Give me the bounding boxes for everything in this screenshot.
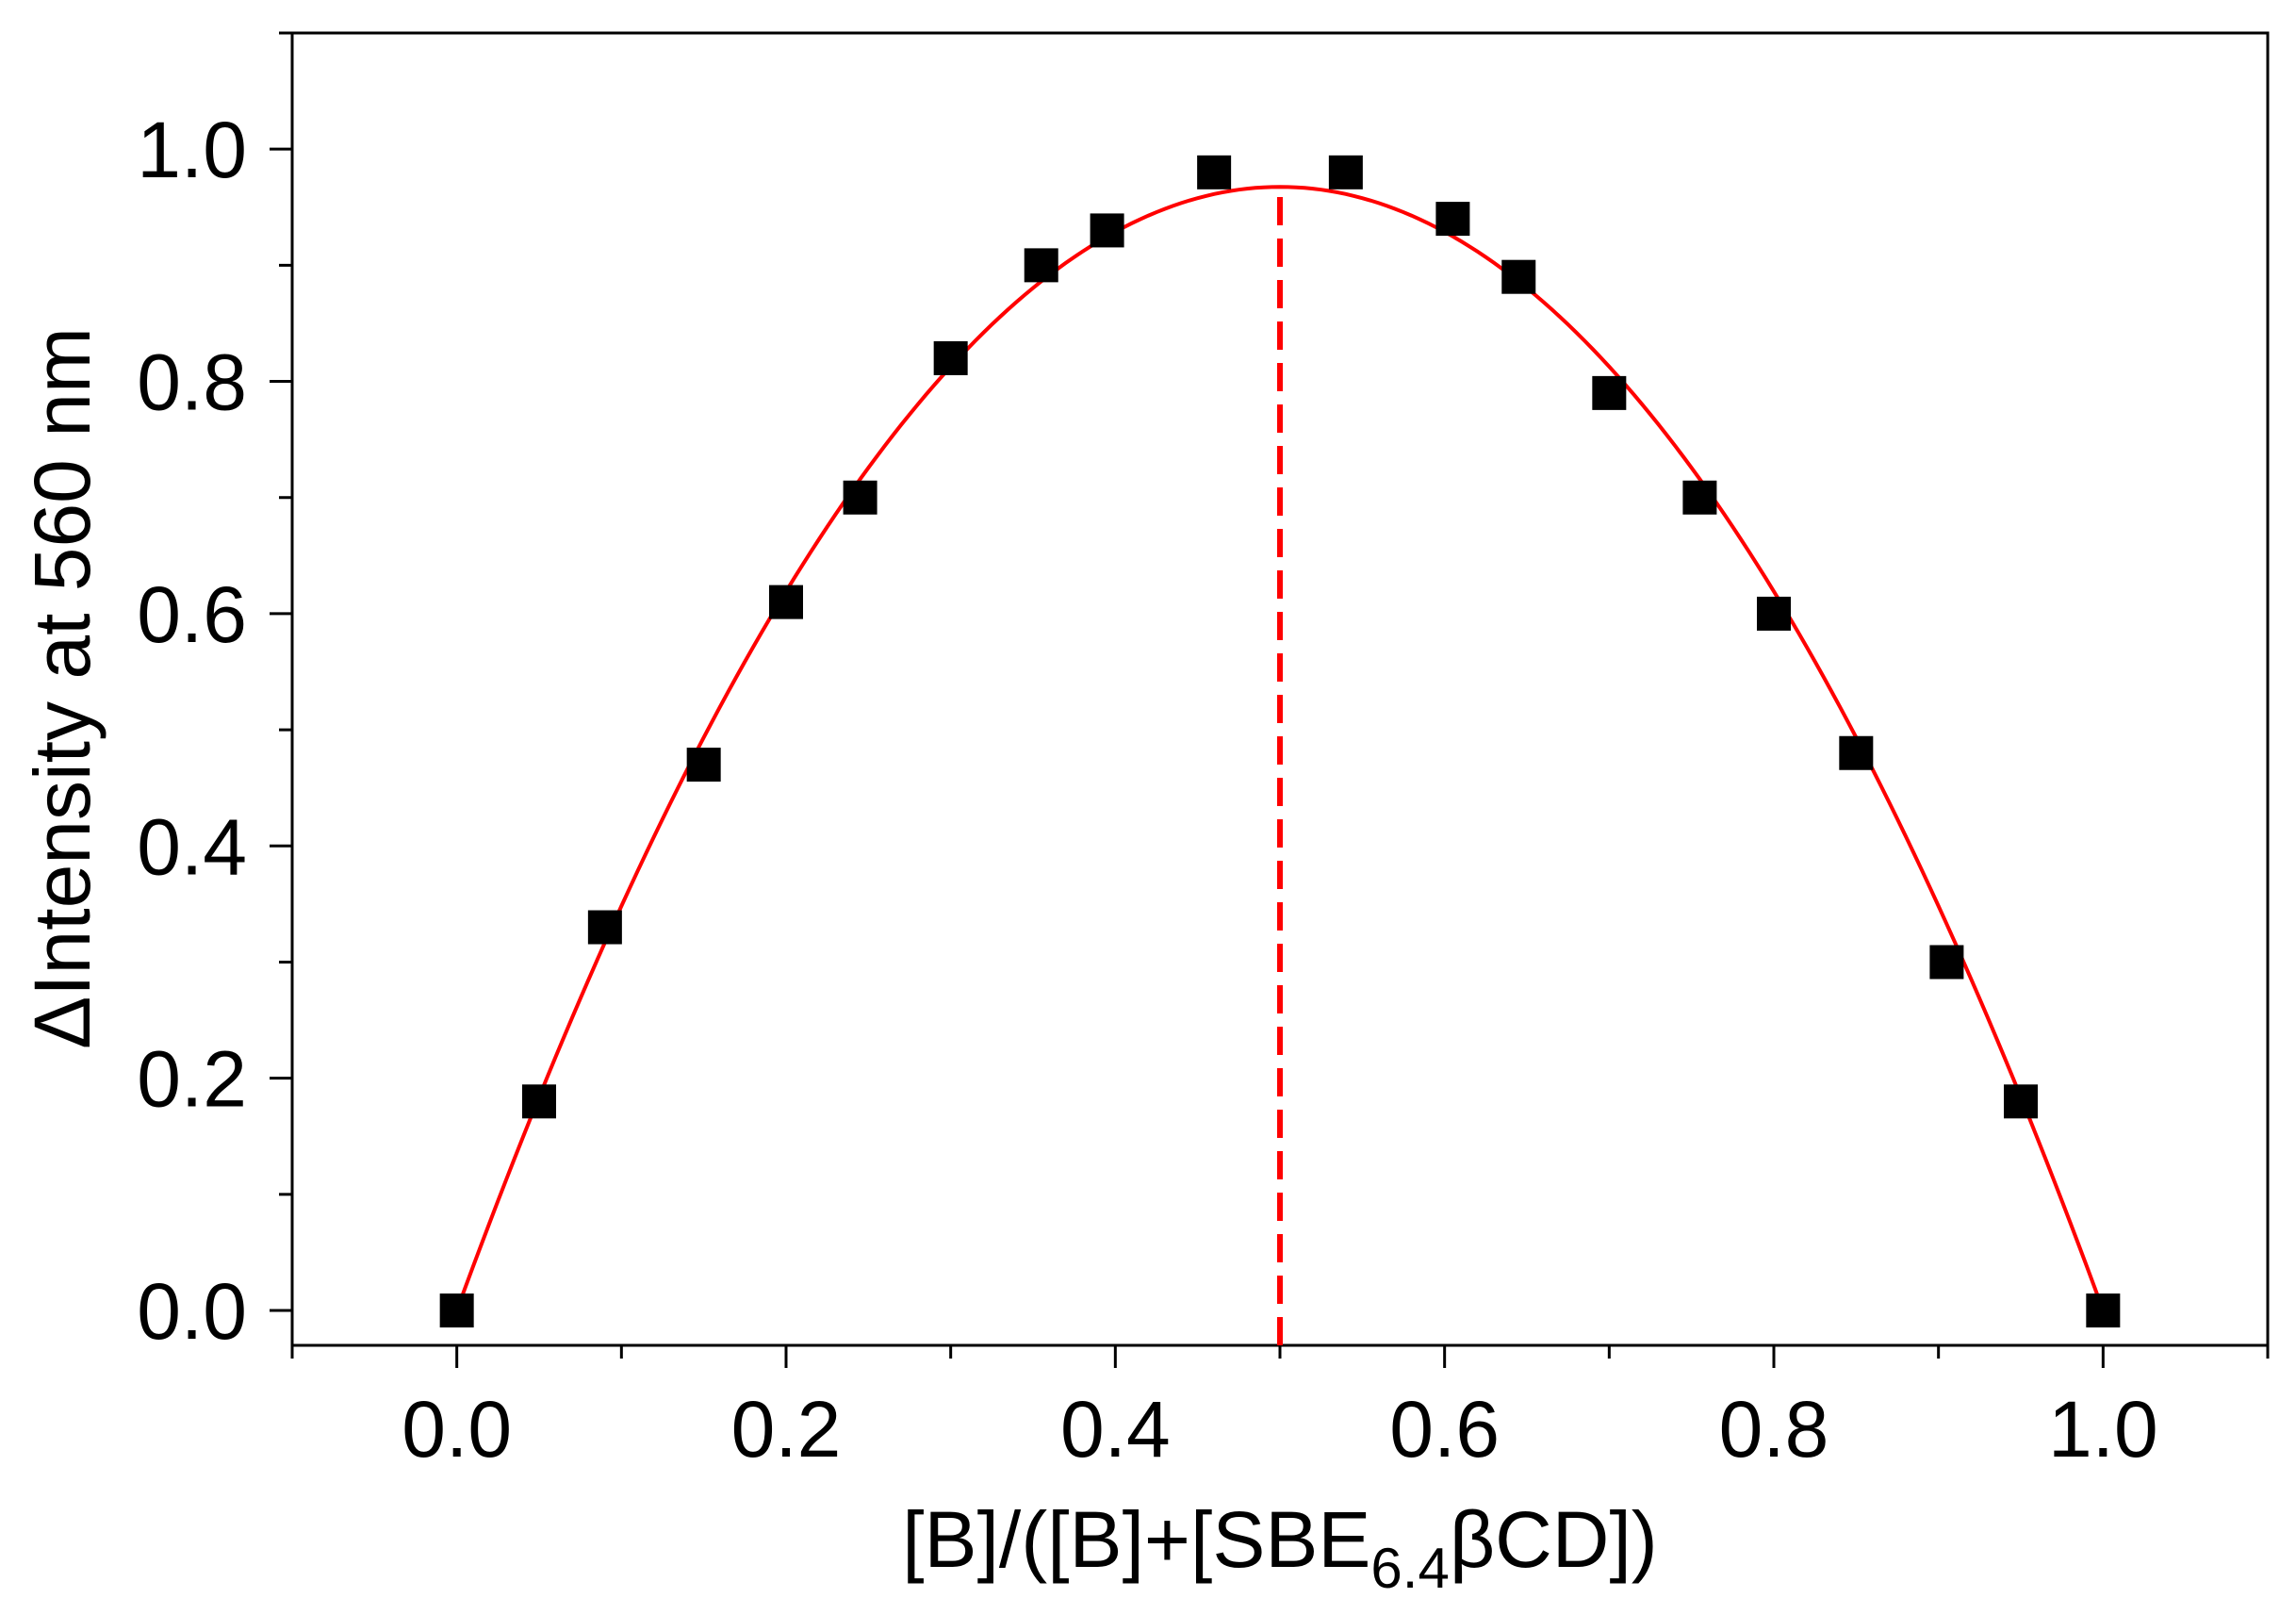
data-point: [1757, 596, 1791, 631]
data-point: [522, 1084, 556, 1119]
plot-frame: [290, 31, 2270, 1347]
data-point: [1682, 480, 1717, 515]
x-tick-label: 0.4: [1060, 1385, 1171, 1474]
data-point: [1929, 945, 1964, 980]
data-point: [1592, 375, 1627, 410]
data-point: [686, 748, 721, 783]
ticks-layer: [270, 31, 2270, 1368]
x-tick-label: 0.0: [402, 1385, 512, 1474]
data-point: [1501, 259, 1536, 294]
x-axis-title: [B]/([B]+[SBE6.4βCD]): [902, 1495, 1658, 1598]
x-tick-label: 1.0: [2048, 1385, 2158, 1474]
data-point: [1024, 248, 1058, 283]
x-axis-title-subscript: 6.4: [1370, 1537, 1449, 1598]
y-tick-label: 1.0: [137, 106, 247, 194]
x-tick-label: 0.8: [1719, 1385, 1829, 1474]
x-tick-label: 0.2: [731, 1385, 842, 1474]
data-point: [769, 585, 803, 619]
data-point: [2086, 1293, 2121, 1328]
y-tick-label: 0.4: [137, 802, 247, 891]
y-tick-label: 0.0: [137, 1267, 247, 1356]
y-axis-title: ΔIntensity at 560 nm: [18, 327, 107, 1049]
tick-labels-layer: 0.0 0.2 0.4 0.6 0.8 1.0 0.0 0.2 0.4 0.6 0.8 1.0: [137, 106, 2158, 1474]
data-point: [843, 480, 877, 515]
x-tick-label: 0.6: [1389, 1385, 1500, 1474]
points-layer: [439, 155, 2121, 1328]
fit-curve: [454, 185, 2106, 1311]
data-point: [1435, 202, 1470, 237]
data-point: [1839, 735, 1874, 770]
y-tick-label: 0.2: [137, 1035, 247, 1124]
data-point: [933, 340, 968, 375]
y-tick-label: 0.8: [137, 338, 247, 427]
x-axis-title-suffix: βCD]): [1450, 1495, 1658, 1584]
data-point: [439, 1293, 474, 1328]
data-point: [1197, 155, 1232, 189]
y-tick-label: 0.6: [137, 570, 247, 659]
data-point: [1090, 213, 1124, 248]
data-point: [587, 910, 622, 945]
data-point: [2004, 1084, 2038, 1119]
data-point: [1328, 155, 1363, 189]
x-axis-title-prefix: [B]/([B]+[SBE: [902, 1495, 1370, 1584]
